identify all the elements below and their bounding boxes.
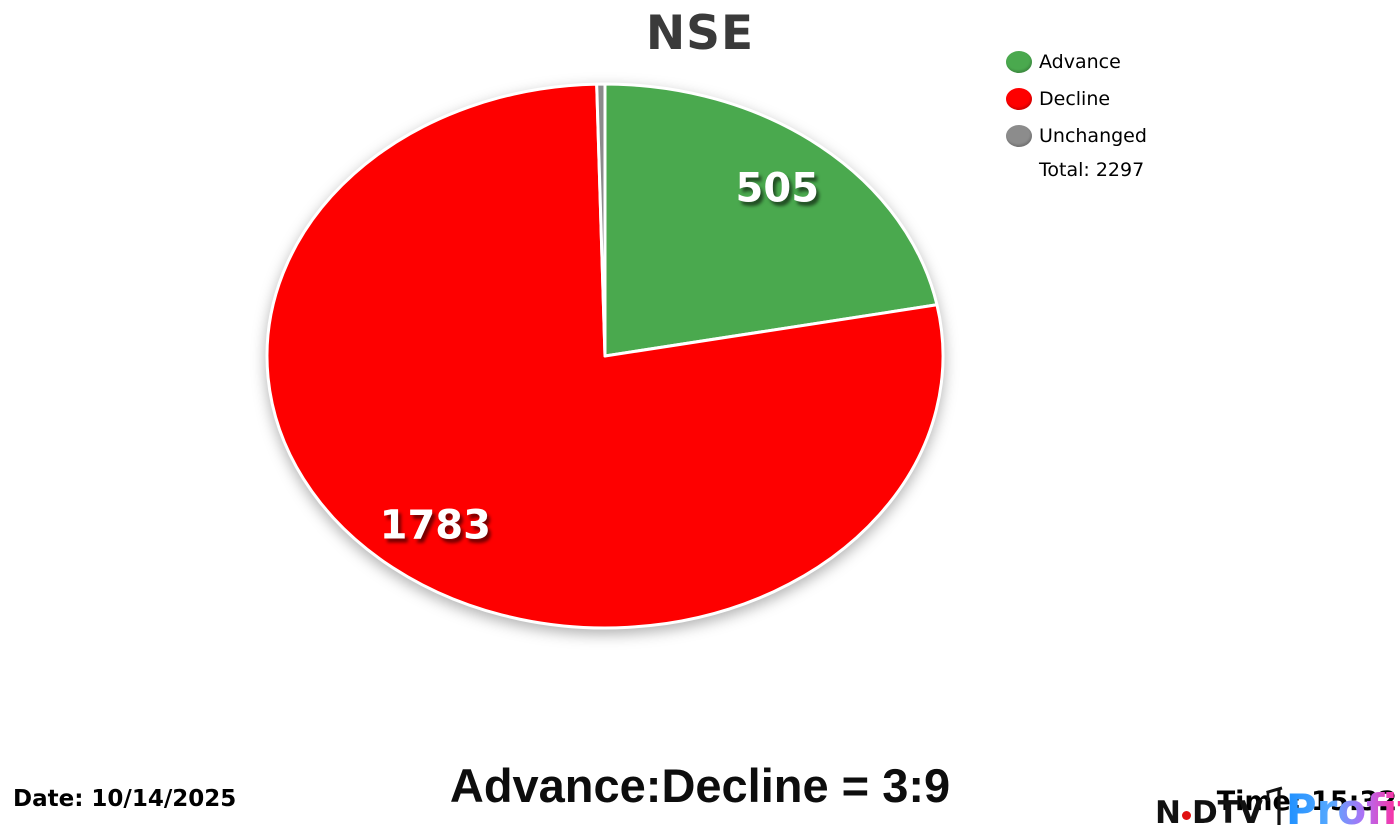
pie-slice-labels: 505 1783	[380, 165, 819, 548]
ndtv-wordmark: N DTV	[1155, 798, 1263, 829]
pie-slice-advance	[603, 82, 939, 358]
ndtv-letter-n: N	[1155, 795, 1181, 831]
time-label: Time: 15:32	[1216, 786, 1397, 817]
legend-item-advance: Advance	[1006, 48, 1147, 76]
legend-label-advance: Advance	[1039, 51, 1121, 73]
legend-total: Total: 2297	[1039, 159, 1145, 181]
profit-wordmark: Profit	[1286, 789, 1400, 831]
pie-slice-unchanged	[595, 82, 607, 358]
ndtv-profit-logo: N DTV Profit	[1155, 786, 1400, 831]
legend: Advance Decline Unchanged Total: 2297	[1006, 48, 1147, 181]
legend-marker-decline-icon	[1006, 88, 1032, 110]
pie-slices	[265, 82, 945, 630]
ndtv-red-dot-icon	[1181, 811, 1191, 820]
legend-item-decline: Decline	[1006, 85, 1147, 113]
slice-value-label-advance: 505	[736, 165, 820, 211]
ndtv-flag-divider-icon	[1265, 786, 1283, 825]
advance-decline-ratio-label: Advance:Decline = 3:9	[449, 759, 951, 812]
date-label: Date: 10/14/2025	[13, 786, 237, 812]
chart-title: NSE	[645, 6, 755, 61]
slice-value-label-decline: 1783	[380, 502, 491, 548]
legend-marker-unchanged-icon	[1006, 125, 1032, 147]
legend-item-unchanged: Unchanged	[1006, 122, 1147, 150]
legend-marker-advance-icon	[1006, 51, 1032, 73]
legend-label-decline: Decline	[1039, 88, 1111, 110]
ndtv-letters-dtv: DTV	[1191, 795, 1263, 831]
legend-label-unchanged: Unchanged	[1039, 125, 1147, 147]
